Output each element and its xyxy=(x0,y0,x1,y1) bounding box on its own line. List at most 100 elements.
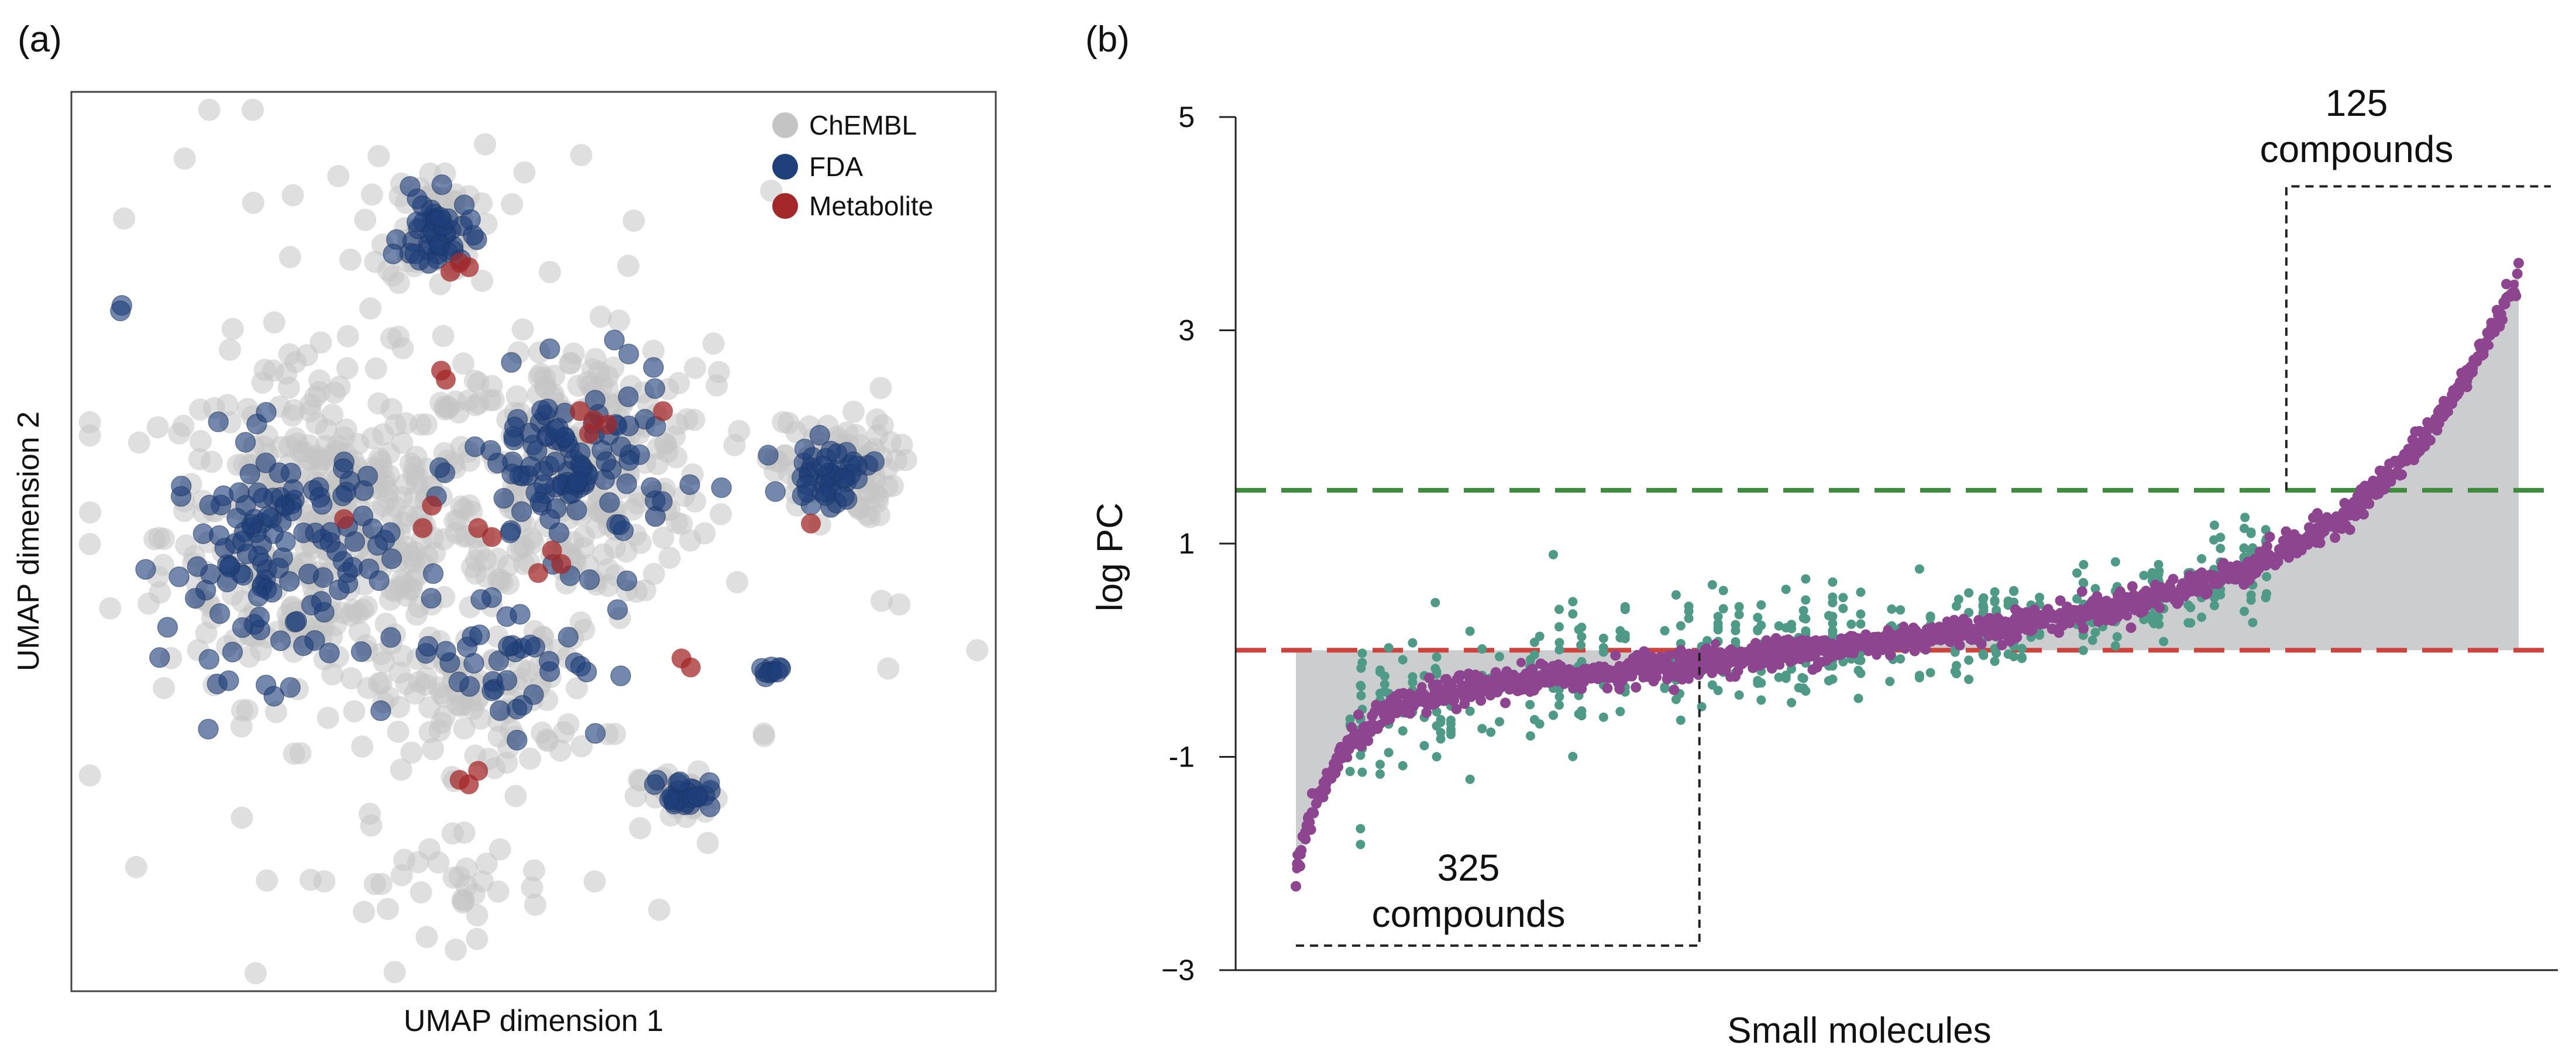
data-point-chembl xyxy=(238,645,260,668)
data-point-replicate xyxy=(1436,734,1446,744)
data-point-chembl xyxy=(263,311,286,334)
data-point-replicate xyxy=(1419,741,1429,751)
data-point-sorted xyxy=(1610,650,1621,661)
data-point-fda xyxy=(247,586,269,607)
data-point-replicate xyxy=(2216,532,2226,542)
data-point-sorted xyxy=(1684,674,1694,684)
data-point-sorted xyxy=(1920,644,1931,655)
data-point-chembl xyxy=(511,318,534,341)
data-point-fda xyxy=(350,641,372,662)
panel-a-label: (a) xyxy=(18,19,62,60)
data-point-fda xyxy=(332,458,354,479)
data-point-sorted xyxy=(1402,699,1412,709)
legend-label-chembl: ChEMBL xyxy=(809,110,917,140)
data-point-chembl xyxy=(522,859,545,882)
data-point-fda xyxy=(149,647,170,668)
data-point-replicate xyxy=(1798,606,1808,616)
data-point-replicate xyxy=(1856,655,1866,665)
data-point-chembl xyxy=(418,696,441,719)
data-point-sorted xyxy=(1726,644,1736,654)
panel-a-points xyxy=(78,98,989,985)
data-point-fda xyxy=(256,401,277,423)
data-point-replicate xyxy=(1713,685,1723,695)
data-point-fda xyxy=(239,463,260,484)
data-point-chembl xyxy=(327,164,350,187)
data-point-fda xyxy=(257,506,279,527)
data-point-sorted xyxy=(1750,645,1760,655)
data-point-replicate xyxy=(2035,630,2045,640)
data-point-replicate xyxy=(2078,645,2088,655)
data-point-chembl xyxy=(351,735,374,758)
annotation-box-bottom xyxy=(1296,650,1701,947)
data-point-sorted xyxy=(2509,279,2519,289)
data-point-sorted xyxy=(1515,678,1525,688)
data-point-replicate xyxy=(1356,824,1366,834)
data-point-replicate xyxy=(1477,644,1487,654)
data-point-sorted xyxy=(1662,671,1672,680)
data-point-sorted xyxy=(2488,318,2498,328)
data-point-sorted xyxy=(2430,422,2440,432)
data-point-sorted xyxy=(2413,439,2423,449)
data-point-sorted xyxy=(2188,583,2198,593)
data-point-fda xyxy=(214,538,235,559)
data-point-fda xyxy=(548,417,569,439)
data-point-sorted xyxy=(1842,641,1852,651)
data-point-replicate xyxy=(1896,605,1906,615)
data-point-chembl xyxy=(256,869,278,892)
data-point-chembl xyxy=(504,785,527,807)
data-point-replicate xyxy=(1828,598,1838,608)
annotation-box-top xyxy=(2285,185,2551,490)
data-point-chembl xyxy=(866,424,889,447)
data-point-fda xyxy=(400,176,421,197)
data-point-fda xyxy=(584,723,606,744)
data-point-replicate xyxy=(1964,588,1974,598)
data-point-replicate xyxy=(2087,635,2097,645)
data-point-chembl xyxy=(308,369,331,392)
data-point-fda xyxy=(453,194,475,215)
data-point-chembl xyxy=(153,676,176,699)
data-point-replicate xyxy=(1598,712,1608,722)
data-point-chembl xyxy=(524,893,546,916)
data-point-replicate xyxy=(1345,767,1355,776)
data-point-chembl xyxy=(405,465,428,488)
annotation-bottom-count: 325 xyxy=(1437,847,1500,889)
data-point-chembl xyxy=(475,853,498,875)
data-point-sorted xyxy=(1457,681,1467,691)
data-point-sorted xyxy=(2203,587,2213,597)
data-point-chembl xyxy=(367,145,390,167)
data-point-sorted xyxy=(2386,477,2396,487)
data-point-sorted xyxy=(1442,673,1452,683)
data-point-fda xyxy=(641,477,662,498)
data-point-sorted xyxy=(1996,640,2007,651)
data-point-sorted xyxy=(1492,677,1502,687)
data-point-sorted xyxy=(2462,376,2472,386)
data-point-chembl xyxy=(455,857,478,880)
data-point-chembl xyxy=(427,851,450,874)
data-point-sorted xyxy=(1880,635,1890,645)
panel-b-annotation-boxes xyxy=(1296,185,2551,947)
data-point-sorted xyxy=(2364,489,2374,499)
data-point-fda xyxy=(235,432,256,453)
legend-marker-metabolite xyxy=(772,193,798,219)
data-point-chembl xyxy=(113,207,136,230)
data-point-fda xyxy=(487,452,508,474)
data-point-replicate xyxy=(2149,618,2159,628)
data-point-replicate xyxy=(1856,668,1866,678)
panel-a-y-axis-title: UMAP dimension 2 xyxy=(12,411,46,671)
data-point-chembl xyxy=(706,374,728,397)
data-point-sorted xyxy=(1962,625,1972,635)
data-point-sorted xyxy=(2444,400,2454,410)
data-point-sorted xyxy=(1711,639,1721,649)
data-point-fda xyxy=(579,569,600,590)
data-point-replicate xyxy=(1375,769,1385,779)
data-point-sorted xyxy=(2408,454,2418,464)
data-point-sorted xyxy=(2496,309,2506,319)
data-point-metabolite xyxy=(435,369,456,390)
data-point-sorted xyxy=(1955,625,1965,635)
data-point-sorted xyxy=(2076,586,2087,597)
data-point-replicate xyxy=(1525,655,1535,665)
data-point-sorted xyxy=(2171,597,2181,607)
data-point-replicate xyxy=(1801,574,1811,584)
data-point-chembl xyxy=(360,814,383,837)
data-point-replicate xyxy=(2246,590,2256,600)
